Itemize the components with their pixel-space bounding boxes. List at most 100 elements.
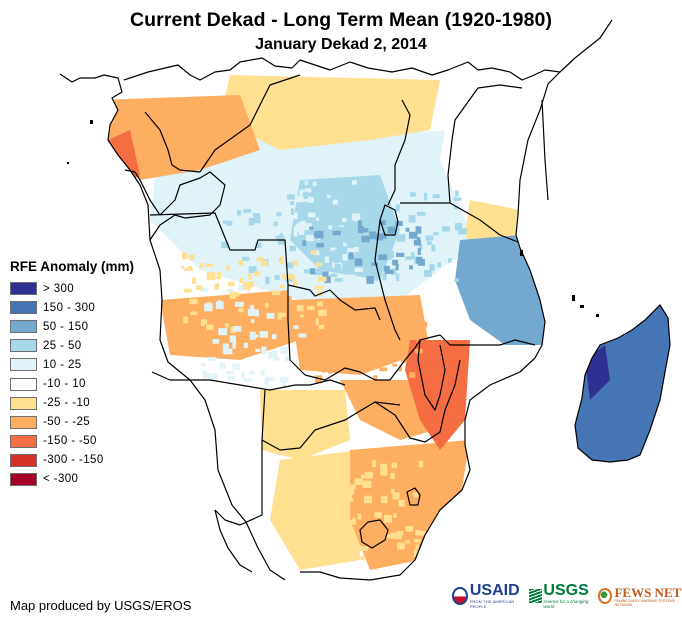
anomaly-pixel: [299, 190, 303, 196]
anomaly-pixel: [320, 238, 325, 243]
anomaly-pixel: [315, 215, 320, 221]
anomaly-pixel: [239, 277, 243, 284]
anomaly-pixel: [405, 525, 414, 532]
anomaly-pixel: [254, 271, 261, 276]
anomaly-pixel: [374, 512, 383, 518]
anomaly-pixel: [359, 354, 369, 361]
anomaly-pixel: [395, 252, 405, 257]
anomaly-pixel: [261, 260, 267, 265]
border-nigeria-cameroon: [144, 111, 201, 173]
anomaly-pixel: [183, 288, 192, 293]
legend-label: 10 - 25: [43, 358, 82, 371]
anomaly-pixel: [255, 348, 261, 353]
anomaly-pixel: [396, 273, 400, 282]
anomaly-pixel: [314, 375, 323, 384]
anomaly-pixel: [392, 259, 399, 266]
anomaly-pixel: [318, 309, 327, 317]
border-angola-namibia: [151, 371, 346, 391]
anomaly-pixel: [285, 271, 294, 276]
anomaly-pixel: [273, 221, 278, 227]
anomaly-pixel: [191, 277, 196, 285]
anomaly-pixel: [260, 189, 267, 195]
anomaly-pixel: [398, 366, 403, 372]
anomaly-pixel: [316, 243, 325, 248]
anomaly-pixel: [380, 190, 385, 197]
anomaly-pixel: [255, 249, 259, 255]
border-rwanda-burundi: [379, 204, 399, 236]
anomaly-pixel: [298, 333, 307, 338]
anomaly-pixel: [343, 497, 347, 506]
anomaly-pixel: [328, 505, 333, 510]
anomaly-pixel: [396, 530, 404, 536]
anomaly-pixel: [260, 281, 268, 290]
anomaly-pixel: [340, 511, 350, 517]
anomaly-pixel: [377, 233, 387, 239]
anomaly-pixel: [273, 286, 282, 292]
anomaly-pixel: [243, 342, 248, 349]
anomaly-pixel: [241, 372, 245, 379]
anomaly-pixel: [342, 217, 347, 223]
anomaly-pixel: [208, 357, 216, 362]
anomaly-pixel: [343, 271, 353, 275]
anomaly-pixel: [238, 308, 244, 313]
legend-label: 50 - 150: [43, 320, 89, 333]
anomaly-pixel: [302, 240, 307, 247]
anomaly-pixel: [416, 339, 420, 344]
anomaly-pixel: [295, 195, 303, 203]
anomaly-pixel: [288, 274, 295, 280]
anomaly-pixel: [343, 242, 347, 247]
anomaly-pixel: [274, 197, 280, 202]
anomaly-pixel: [208, 218, 214, 227]
anomaly-pixel: [317, 301, 323, 307]
anomaly-pixel: [345, 541, 349, 546]
anomaly-pixel: [244, 218, 250, 223]
anomaly-pixel: [270, 221, 277, 230]
anomaly-region-cameroon-gabon-coast: [108, 95, 260, 180]
anomaly-pixel: [268, 351, 275, 358]
anomaly-pixel: [217, 234, 223, 239]
anomaly-pixel: [363, 365, 371, 372]
anomaly-pixel: [432, 363, 440, 368]
anomaly-pixel: [457, 363, 464, 368]
anomaly-pixel: [261, 346, 267, 355]
anomaly-pixel: [224, 323, 229, 328]
border-tanzania-mozambique: [450, 339, 536, 346]
anomaly-pixel: [360, 228, 369, 233]
usaid-name: USAID: [469, 582, 520, 599]
anomaly-pixel: [229, 213, 233, 220]
anomaly-pixel: [226, 180, 235, 189]
anomaly-pixel: [332, 199, 338, 205]
anomaly-pixel: [303, 191, 309, 199]
anomaly-pixel: [418, 460, 424, 468]
anomaly-pixel: [232, 238, 237, 242]
anomaly-pixel: [454, 278, 460, 282]
anomaly-pixel: [416, 211, 426, 216]
anomaly-pixel: [248, 217, 255, 226]
anomaly-pixel: [380, 467, 388, 476]
anomaly-pixel: [320, 531, 325, 540]
anomaly-pixel: [306, 306, 315, 311]
anomaly-pixel: [271, 334, 277, 340]
anomaly-pixel: [314, 250, 320, 256]
anomaly-pixel: [334, 263, 342, 272]
anomaly-pixel: [453, 205, 458, 210]
anomaly-pixel: [405, 256, 413, 260]
anomaly-pixel: [242, 206, 250, 210]
anomaly-pixel: [205, 263, 214, 267]
anomaly-pixel: [247, 289, 251, 293]
anomaly-pixel: [282, 378, 286, 387]
anomaly-pixel: [354, 278, 360, 283]
anomaly-pixel: [206, 272, 216, 281]
anomaly-pixel: [383, 265, 390, 272]
legend-item: > 300: [10, 279, 134, 298]
anomaly-pixel: [306, 363, 311, 370]
anomaly-pixel: [287, 288, 295, 297]
anomaly-pixel: [221, 241, 229, 249]
anomaly-pixel: [200, 320, 205, 327]
anomaly-pixel: [221, 204, 228, 209]
anomaly-pixel: [382, 273, 387, 281]
anomaly-pixel: [383, 255, 392, 260]
anomaly-pixel: [384, 269, 394, 274]
anomaly-pixel: [300, 535, 310, 541]
